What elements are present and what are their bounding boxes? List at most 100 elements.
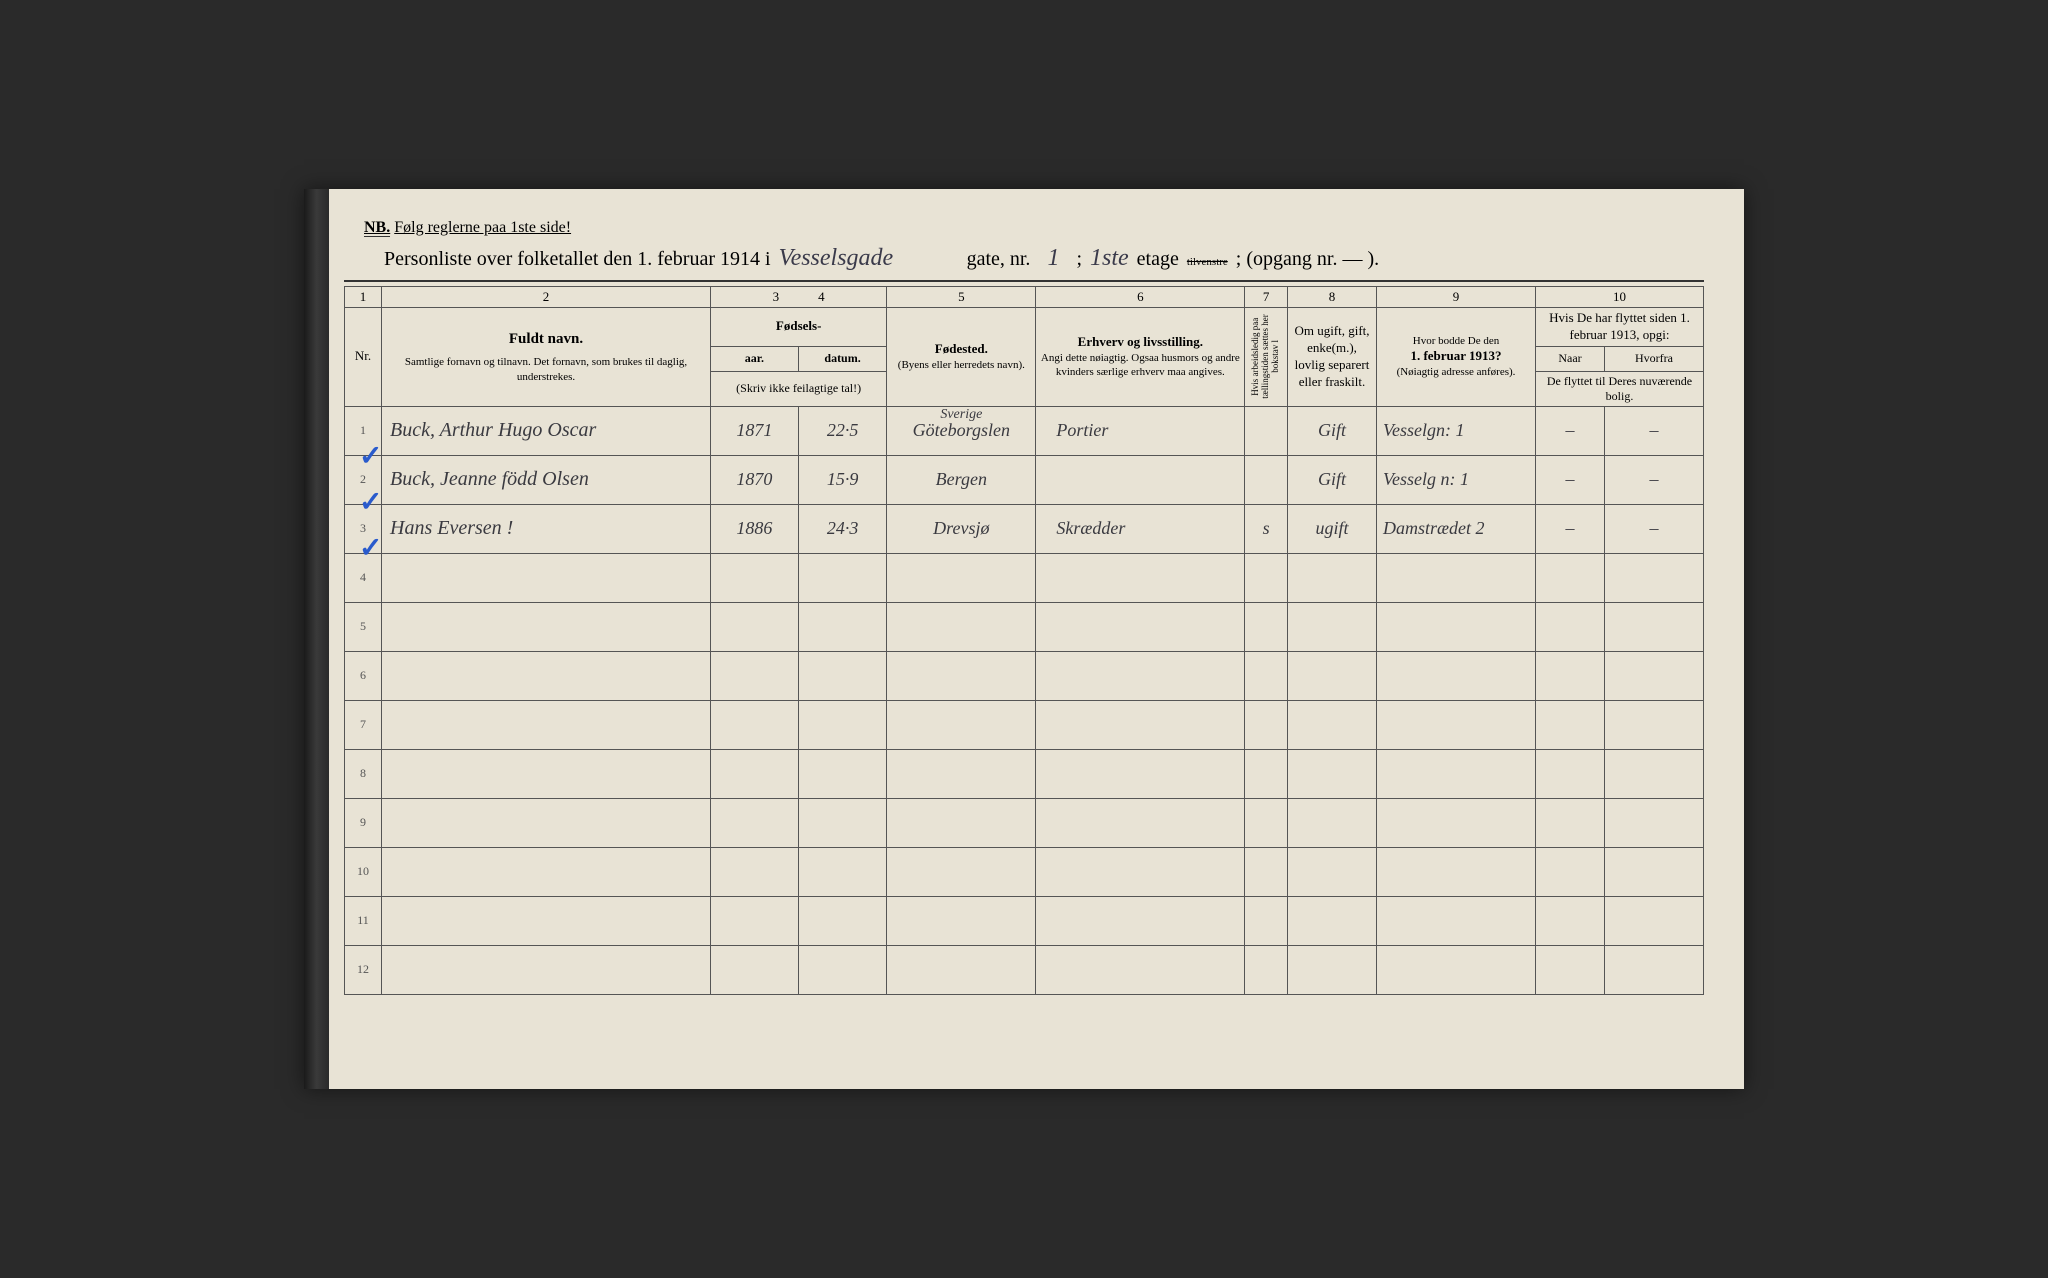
- cell-moved-when: –: [1536, 406, 1605, 455]
- cell-empty: [1036, 749, 1245, 798]
- colnum-3-4: 3 4: [711, 287, 887, 308]
- cell-moved-where: –: [1605, 455, 1704, 504]
- cell-empty: [798, 847, 887, 896]
- cell-empty: [1605, 749, 1704, 798]
- cell-empty: [887, 553, 1036, 602]
- cell-empty: [887, 945, 1036, 994]
- nb-instruction: NB. Følg reglerne paa 1ste side!: [344, 219, 1704, 237]
- cell-empty: [1036, 847, 1245, 896]
- row-number: 5: [345, 602, 382, 651]
- cell-work: [1245, 406, 1288, 455]
- cell-empty: [1036, 798, 1245, 847]
- cell-empty: [1288, 651, 1377, 700]
- cell-empty: [887, 847, 1036, 896]
- cell-empty: [798, 749, 887, 798]
- table-row: 2 Buck, Jeanne född Olsen 1870 15·9 Berg…: [345, 455, 1704, 504]
- header-moved-title: Hvis De har flyttet siden 1. februar 191…: [1536, 308, 1704, 347]
- cell-empty: [1036, 602, 1245, 651]
- cell-empty: [887, 798, 1036, 847]
- main-header-row: Nr. Fuldt navn. Samtlige fornavn og tiln…: [345, 308, 1704, 347]
- header-birthplace: Fødested. (Byens eller herredets navn).: [887, 308, 1036, 407]
- cell-birthplace: Drevsjø: [887, 504, 1036, 553]
- row-number: 12: [345, 945, 382, 994]
- cell-empty: [1536, 553, 1605, 602]
- cell-empty: [798, 798, 887, 847]
- cell-occupation: [1036, 455, 1245, 504]
- cell-year: 1886: [711, 504, 799, 553]
- column-number-row: 1 2 3 4 5 6 7 8 9 10: [345, 287, 1704, 308]
- header-marital: Om ugift, gift, enke(m.), lovlig separer…: [1288, 308, 1377, 407]
- separator: ;: [1076, 248, 1082, 271]
- gate-label: gate, nr.: [967, 248, 1031, 271]
- cell-empty: [382, 602, 711, 651]
- header-prev-addr: Hvor bodde De den 1. februar 1913? (Nøia…: [1377, 308, 1536, 407]
- work-vertical: Hvis arbeidsledig paa tællingstiden sætt…: [1249, 310, 1283, 404]
- header-birth-title: Fødsels-: [711, 308, 887, 347]
- cell-empty: [711, 700, 799, 749]
- cell-empty: [711, 553, 799, 602]
- cell-empty: [1245, 798, 1288, 847]
- cell-occupation: Portier: [1036, 406, 1245, 455]
- cell-work: [1245, 455, 1288, 504]
- cell-empty: [1377, 945, 1536, 994]
- cell-empty: [1536, 798, 1605, 847]
- cell-work: s: [1245, 504, 1288, 553]
- cell-date: 24·3: [798, 504, 887, 553]
- header-name: Fuldt navn. Samtlige fornavn og tilnavn.…: [382, 308, 711, 407]
- cell-empty: [382, 651, 711, 700]
- opgang-label: ; (opgang nr. — ).: [1236, 248, 1379, 271]
- row-number: 11: [345, 896, 382, 945]
- cell-date: 22·5: [798, 406, 887, 455]
- cell-empty: [1536, 651, 1605, 700]
- cell-empty: [1377, 651, 1536, 700]
- cell-empty: [1605, 798, 1704, 847]
- cell-prev-addr: Damstrædet 2: [1377, 504, 1536, 553]
- header-moved-sub: De flyttet til Deres nuværende bolig.: [1536, 371, 1704, 406]
- cell-empty: [711, 896, 799, 945]
- cell-moved-where: –: [1605, 406, 1704, 455]
- colnum-2: 2: [382, 287, 711, 308]
- cell-prev-addr: Vesselg n: 1: [1377, 455, 1536, 504]
- cell-empty: [1536, 749, 1605, 798]
- cell-empty: [1377, 798, 1536, 847]
- cell-empty: [1605, 945, 1704, 994]
- cell-empty: [1245, 896, 1288, 945]
- street-name: Vesselsgade: [779, 245, 959, 272]
- table-body: 1 Buck, Arthur Hugo Oscar 1871 22·5 Sver…: [345, 406, 1704, 994]
- cell-empty: [1536, 700, 1605, 749]
- colnum-9: 9: [1377, 287, 1536, 308]
- cell-empty: [1605, 847, 1704, 896]
- cell-empty: [1036, 945, 1245, 994]
- cell-birthplace: Bergen: [887, 455, 1036, 504]
- cell-empty: [1536, 847, 1605, 896]
- cell-empty: [1377, 553, 1536, 602]
- cell-empty: [1605, 602, 1704, 651]
- header-work: Hvis arbeidsledig paa tællingstiden sætt…: [1245, 308, 1288, 407]
- cell-empty: [1605, 651, 1704, 700]
- cell-name: Buck, Jeanne född Olsen: [382, 455, 711, 504]
- cell-empty: [798, 602, 887, 651]
- cell-empty: [1536, 945, 1605, 994]
- table-row-empty: 5: [345, 602, 1704, 651]
- name-title: Fuldt navn.: [386, 330, 706, 350]
- cell-moved-when: –: [1536, 455, 1605, 504]
- gate-number: 1: [1038, 245, 1068, 272]
- cell-empty: [382, 749, 711, 798]
- cell-occupation: Skrædder: [1036, 504, 1245, 553]
- cell-marital: ugift: [1288, 504, 1377, 553]
- cell-name: Hans Eversen !: [382, 504, 711, 553]
- cell-empty: [1245, 651, 1288, 700]
- cell-marital: Gift: [1288, 455, 1377, 504]
- table-header: 1 2 3 4 5 6 7 8 9 10 Nr. Fuldt navn. Sam…: [345, 287, 1704, 407]
- cell-empty: [1377, 847, 1536, 896]
- header-birth-year: aar.: [711, 346, 799, 371]
- checkmark-icon: ✓: [359, 485, 382, 519]
- name-sub: Samtlige fornavn og tilnavn. Det fornavn…: [386, 355, 706, 384]
- cell-birthplace: Sverige Göteborgslen: [887, 406, 1036, 455]
- cell-empty: [1288, 749, 1377, 798]
- cell-empty: [1245, 602, 1288, 651]
- cell-year: 1870: [711, 455, 799, 504]
- cell-empty: [382, 945, 711, 994]
- census-form-page: NB. Følg reglerne paa 1ste side! Personl…: [304, 189, 1744, 1089]
- cell-empty: [1605, 700, 1704, 749]
